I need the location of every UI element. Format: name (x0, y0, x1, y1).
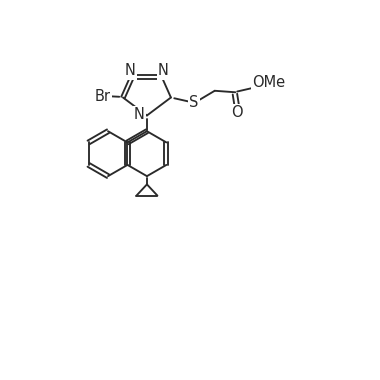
Text: Br: Br (94, 89, 110, 103)
Text: O: O (231, 105, 242, 120)
Text: N: N (158, 63, 169, 78)
Text: OMe: OMe (252, 75, 286, 90)
Text: S: S (190, 95, 199, 110)
Text: N: N (125, 63, 136, 78)
Text: N: N (134, 107, 145, 122)
